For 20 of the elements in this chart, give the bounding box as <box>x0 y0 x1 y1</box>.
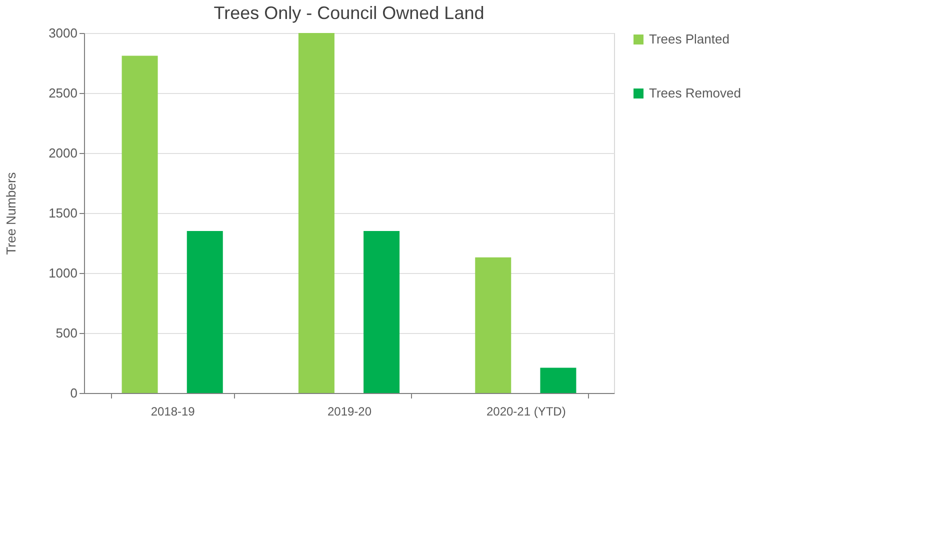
x-tick-label: 2020-21 (YTD) <box>486 404 566 418</box>
y-axis-title: Tree Numbers <box>4 172 19 255</box>
x-tick-label: 2019-20 <box>327 404 372 418</box>
y-tick-label: 2000 <box>48 146 78 160</box>
chart-title: Trees Only - Council Owned Land <box>214 3 484 23</box>
bar <box>364 231 400 393</box>
x-tick-label: 2018-19 <box>150 404 196 418</box>
y-tick-label: 0 <box>70 386 78 400</box>
y-tick-label: 2500 <box>48 86 78 100</box>
y-tick-label: 1000 <box>48 266 78 280</box>
bar <box>186 231 223 393</box>
bar <box>122 56 158 393</box>
bar <box>475 257 512 393</box>
y-tick-label: 3000 <box>48 26 78 40</box>
legend-label: Trees Removed <box>649 86 741 100</box>
bar <box>298 33 334 393</box>
legend-label: Trees Planted <box>649 32 730 46</box>
y-tick-label: 500 <box>56 326 78 340</box>
bar <box>540 368 576 393</box>
y-tick-label: 1500 <box>48 206 78 220</box>
